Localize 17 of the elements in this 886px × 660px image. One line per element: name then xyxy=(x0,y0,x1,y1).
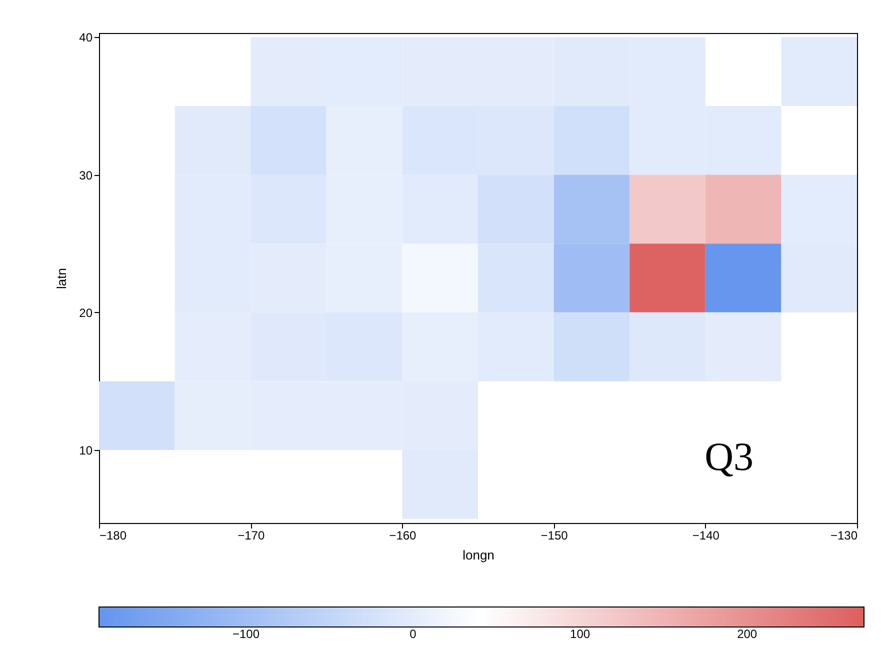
y-tick-label: 10 xyxy=(79,444,93,458)
y-axis-title: latn xyxy=(54,268,70,289)
x-tick-label: −180 xyxy=(100,528,127,542)
color-bar-label: 200 xyxy=(737,627,758,641)
color-bar-label: 0 xyxy=(410,627,417,641)
y-tick-label: 30 xyxy=(79,168,93,182)
x-tick-label: −150 xyxy=(540,528,568,542)
annotation: Q3 xyxy=(704,434,754,479)
x-tick-label: −140 xyxy=(692,528,720,542)
x-tick-label: −130 xyxy=(830,528,858,542)
y-tick-label: 40 xyxy=(79,30,93,45)
x-tick-label: −170 xyxy=(238,528,265,542)
color-bar-label: 100 xyxy=(570,627,590,641)
x-axis-title: longn xyxy=(462,548,494,562)
y-tick-label: 20 xyxy=(79,306,93,320)
color-bar-label: −100 xyxy=(232,627,260,641)
x-tick-label: −160 xyxy=(389,528,417,542)
